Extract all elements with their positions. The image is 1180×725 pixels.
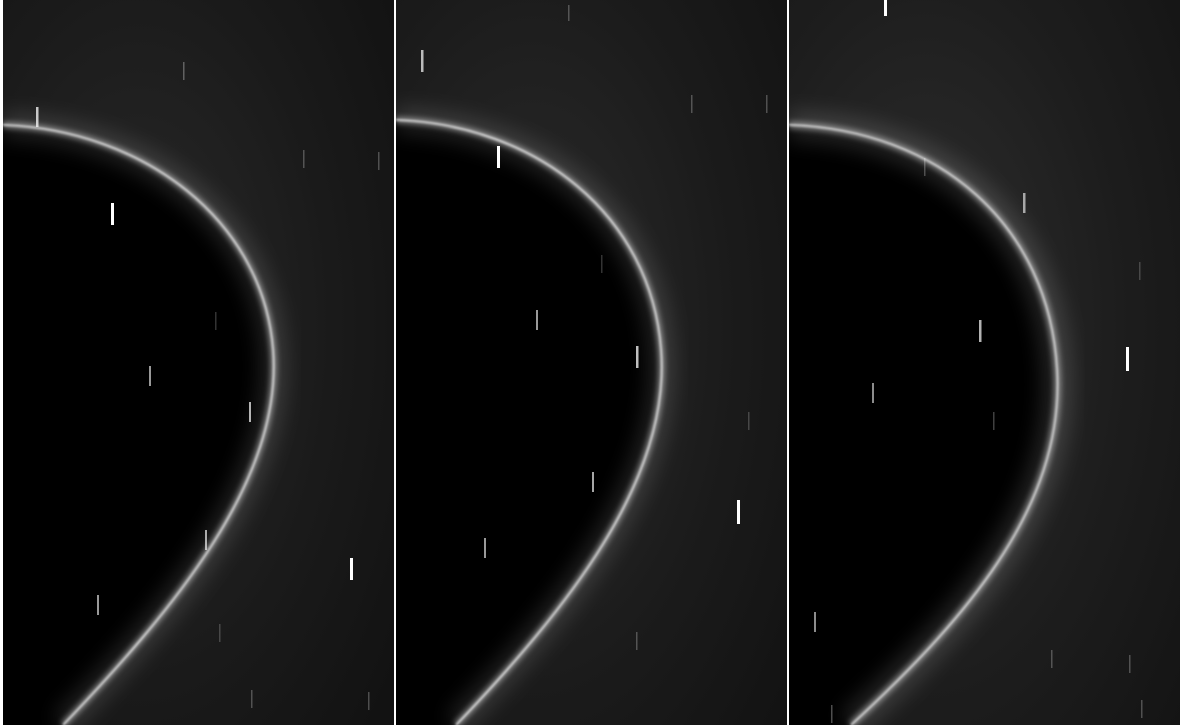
star-trail (536, 310, 538, 330)
image-panel-right (789, 0, 1180, 725)
star-trail (497, 146, 500, 168)
star-trail (831, 705, 833, 723)
star-trail (814, 612, 816, 632)
star-trail (111, 203, 114, 225)
star-trail (993, 412, 995, 430)
star-trail (1139, 262, 1141, 280)
ring-core (3, 124, 275, 725)
star-trail (368, 692, 370, 710)
star-trails (36, 62, 380, 710)
star-trail (766, 95, 768, 113)
star-trail (183, 62, 185, 80)
star-trail (149, 366, 151, 386)
star-trail (378, 152, 380, 170)
star-trail (251, 690, 253, 708)
star-trail (249, 402, 251, 422)
star-trail (601, 255, 603, 273)
star-trail (924, 158, 926, 176)
star-trail (1129, 655, 1131, 673)
star-trail (484, 538, 486, 558)
star-trail (592, 472, 594, 492)
planet-dark-side (396, 120, 662, 725)
ring-arc-scene-left (3, 0, 394, 725)
ring-core (396, 119, 663, 725)
star-trail (215, 312, 217, 330)
star-trail (568, 5, 570, 21)
star-trails (814, 0, 1143, 723)
star-trail (748, 412, 750, 430)
planet-dark-side (789, 125, 1058, 725)
star-trail (97, 595, 99, 615)
star-trail (36, 107, 39, 127)
image-panel-left (3, 0, 394, 725)
star-trail (421, 50, 424, 72)
ring-arc-scene-middle (396, 0, 787, 725)
star-trail (303, 150, 305, 168)
star-trail (636, 632, 638, 650)
star-trail (1141, 700, 1143, 718)
star-trail (350, 558, 353, 580)
star-trail (1051, 650, 1053, 668)
star-trail (205, 530, 207, 550)
star-trail (636, 346, 639, 368)
star-trail (884, 0, 887, 16)
star-trail (219, 624, 221, 642)
star-trail (737, 500, 740, 524)
star-trail (872, 383, 874, 403)
ring-arc-scene-right (789, 0, 1180, 725)
image-panel-middle (396, 0, 787, 725)
star-trail (1126, 347, 1129, 371)
ring-core (789, 124, 1059, 725)
star-trails (421, 5, 768, 650)
star-trail (691, 95, 693, 113)
planet-dark-side (3, 125, 274, 725)
star-trail (1023, 193, 1026, 213)
star-trail (979, 320, 982, 342)
three-panel-sequence (3, 0, 1180, 725)
